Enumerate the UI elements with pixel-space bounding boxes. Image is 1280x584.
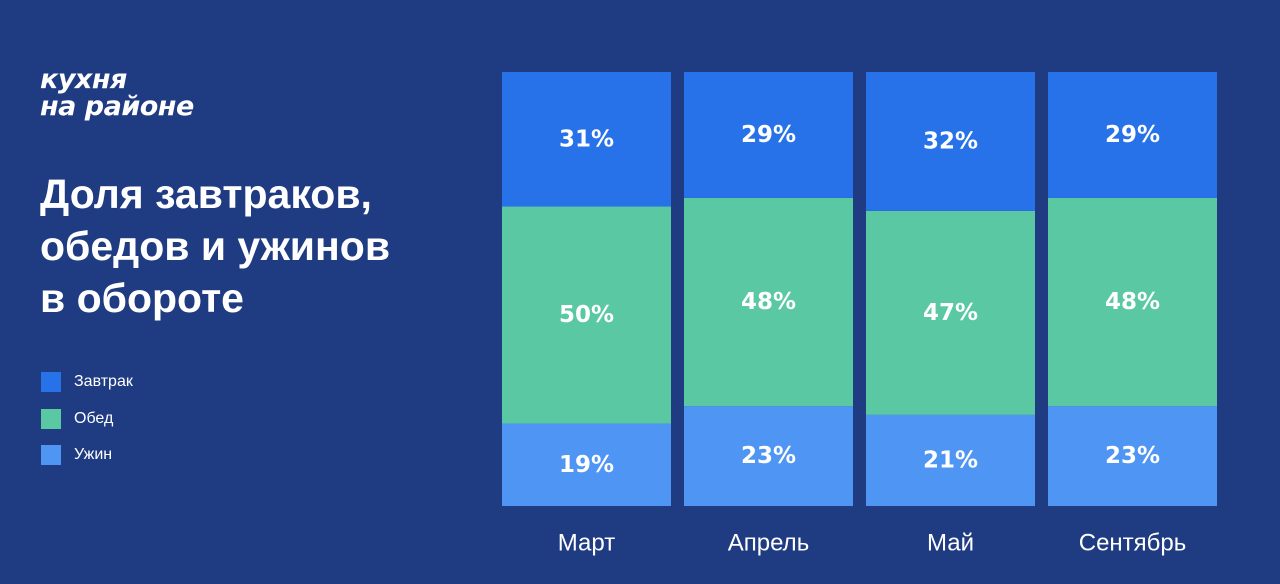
data-label-breakfast: 29%	[1105, 122, 1160, 148]
bar-segment-dinner	[866, 414, 1035, 506]
data-label-breakfast: 31%	[559, 126, 614, 152]
bar-segment-breakfast	[1048, 72, 1217, 198]
data-label-lunch: 50%	[559, 302, 614, 328]
bar-segment-lunch	[866, 210, 1035, 415]
legend-swatch-dinner	[41, 445, 61, 465]
data-label-dinner: 23%	[1105, 443, 1160, 469]
bar-segment-lunch	[684, 197, 853, 407]
data-label-breakfast: 32%	[923, 128, 978, 154]
bar-segment-breakfast	[502, 72, 671, 207]
bar-segment-dinner	[1048, 406, 1217, 506]
legend-swatch-lunch	[41, 408, 61, 429]
data-label-dinner: 19%	[559, 452, 614, 478]
x-tick-label: Май	[927, 530, 974, 557]
legend-label-dinner: Ужин	[74, 446, 113, 463]
bar-segment-lunch	[1048, 197, 1217, 407]
bar-segment-dinner	[502, 423, 671, 506]
legend-label-breakfast: Завтрак	[74, 373, 133, 390]
x-tick-label: Апрель	[728, 530, 809, 557]
bar-segment-breakfast	[866, 72, 1035, 211]
brand-logo: кухня на районе	[40, 66, 194, 120]
logo-line-2: на районе	[40, 91, 194, 122]
legend-item-lunch: Обед	[41, 408, 133, 429]
data-label-lunch: 47%	[923, 300, 978, 326]
data-label-lunch: 48%	[1105, 289, 1160, 315]
data-label-lunch: 48%	[741, 289, 796, 315]
logo-line-1: кухня	[40, 64, 127, 95]
chart-legend: Завтрак Обед Ужин	[41, 372, 133, 482]
x-tick-label: Март	[558, 530, 615, 557]
data-label-breakfast: 29%	[741, 122, 796, 148]
legend-item-breakfast: Завтрак	[41, 372, 133, 392]
bar-segment-lunch	[502, 206, 671, 424]
chart-title: Доля завтраков, обедов и ужинов в оборот…	[40, 171, 391, 321]
legend-swatch-breakfast	[41, 372, 61, 392]
bar-segment-dinner	[684, 406, 853, 506]
legend-item-dinner: Ужин	[41, 445, 133, 465]
data-label-dinner: 23%	[741, 443, 796, 469]
x-tick-label: Сентябрь	[1079, 530, 1187, 557]
data-label-dinner: 21%	[923, 447, 978, 473]
legend-label-lunch: Обед	[74, 409, 114, 427]
bar-segment-breakfast	[684, 72, 853, 198]
